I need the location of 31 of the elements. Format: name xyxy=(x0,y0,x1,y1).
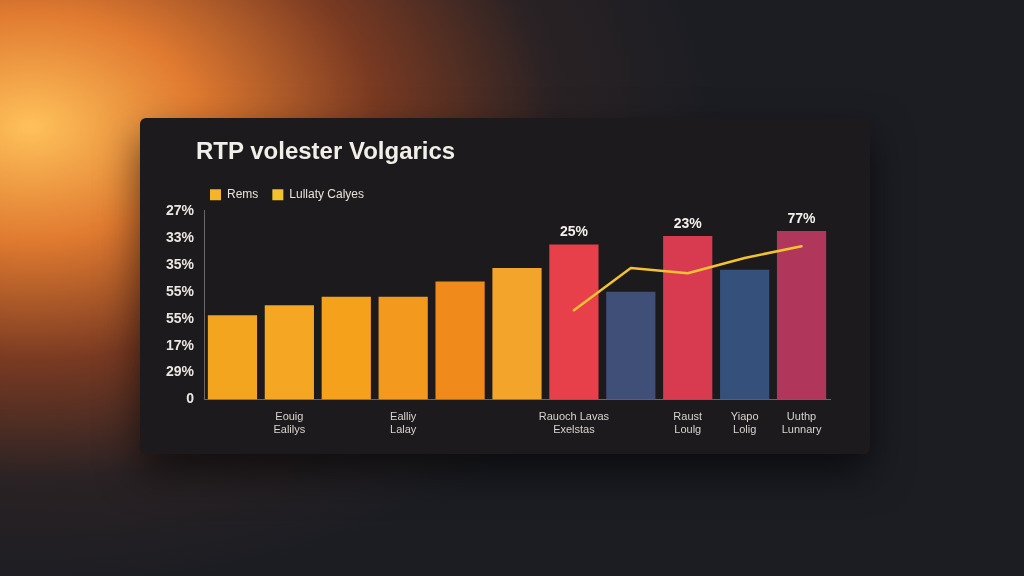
text: 0 xyxy=(186,390,195,407)
bar xyxy=(492,268,542,400)
x-tick-label: Eouig Ealilys xyxy=(273,410,306,436)
text: 35% xyxy=(165,255,195,272)
bar xyxy=(606,291,656,400)
text: 17% xyxy=(165,336,195,353)
bar xyxy=(720,269,770,400)
annotation: 23% xyxy=(673,214,703,231)
bar xyxy=(264,305,314,400)
x-tick-label: Ealliy Lalay xyxy=(390,410,417,436)
x-tick-label: Rauoch Lavas Exelstas xyxy=(538,410,610,436)
bar xyxy=(435,281,485,400)
text: 29% xyxy=(165,363,195,380)
bar xyxy=(207,315,258,400)
annotation: 77% xyxy=(787,209,817,226)
bar xyxy=(776,231,827,400)
text: 27% xyxy=(165,201,195,218)
text: 55% xyxy=(165,282,195,299)
bar xyxy=(378,296,428,400)
x-tick-label: Raust Loulg xyxy=(673,410,703,436)
text: 33% xyxy=(165,228,195,245)
text: 55% xyxy=(165,309,195,326)
bar xyxy=(321,296,371,400)
x-tick-label: Uuthp Lunnary xyxy=(781,410,822,436)
bar xyxy=(663,236,713,400)
legend-label: Rems xyxy=(227,187,259,202)
x-tick-label: Yiapo Lolig xyxy=(730,410,759,436)
bar xyxy=(549,244,599,400)
legend-label: Lullaty Calyes xyxy=(289,187,365,202)
chart-title: RTP volester Volgarics xyxy=(196,137,456,165)
annotation: 25% xyxy=(559,223,589,240)
